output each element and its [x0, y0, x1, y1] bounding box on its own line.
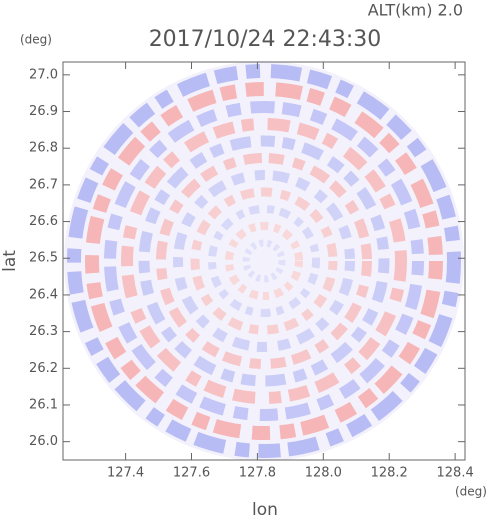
- radar-echo: [64, 61, 464, 461]
- y-tick-label: 26.3: [29, 324, 58, 339]
- y-tick-label: 26.4: [29, 287, 58, 302]
- chart-title: 2017/10/24 22:43:30: [149, 27, 382, 52]
- y-tick-label: 26.0: [29, 434, 58, 449]
- y-tick-label: 26.1: [29, 397, 58, 412]
- x-unit: (deg): [455, 485, 487, 499]
- x-tick-label: 128.0: [305, 466, 342, 481]
- y-tick-label: 27.0: [29, 67, 58, 82]
- x-tick-label: 128.4: [437, 466, 474, 481]
- y-unit: (deg): [20, 33, 52, 47]
- plot-frame: [62, 61, 466, 461]
- x-tick-label: 127.6: [173, 466, 210, 481]
- y-tick-label: 26.6: [29, 214, 58, 229]
- y-tick-label: 26.8: [29, 141, 58, 156]
- y-tick-label: 26.7: [29, 177, 58, 192]
- y-tick-label: 26.2: [29, 361, 58, 376]
- x-tick-label: 128.2: [371, 466, 408, 481]
- x-tick-label: 127.4: [107, 466, 144, 481]
- x-axis-label: lon: [252, 500, 278, 520]
- x-tick-label: 127.8: [239, 466, 276, 481]
- y-axis-label: lat: [0, 250, 20, 272]
- y-tick-label: 26.9: [29, 104, 58, 119]
- y-tick-label: 26.5: [29, 251, 58, 266]
- altitude-label: ALT(km) 2.0: [368, 1, 463, 20]
